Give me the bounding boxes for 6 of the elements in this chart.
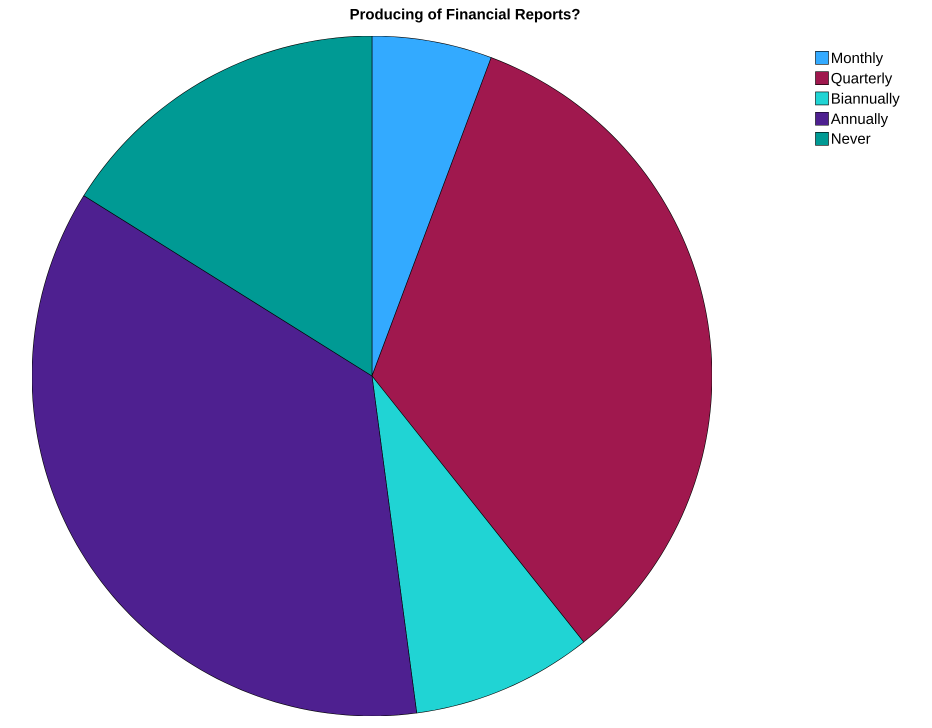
legend-label: Biannually (832, 92, 900, 107)
legend-label: Annually (830, 113, 888, 128)
legend-label: Never (832, 133, 870, 144)
legend-label: Monthly (832, 52, 884, 66)
chart-title: Producing of Financial Reports? (350, 8, 580, 22)
legend-label: Quarterly (831, 72, 892, 86)
